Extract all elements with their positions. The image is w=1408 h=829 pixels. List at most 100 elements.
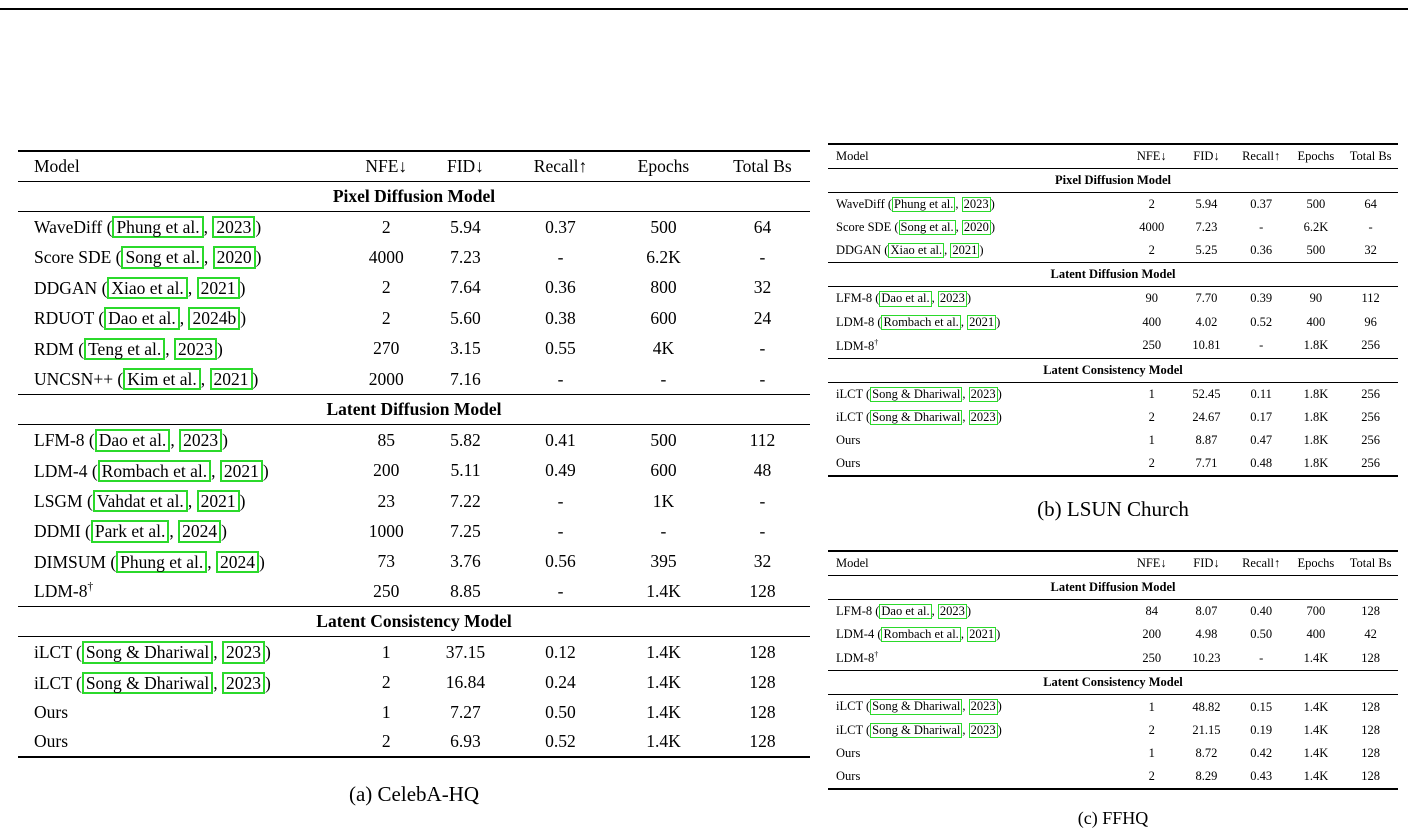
table-row: Score SDE (Song et al., 2020) 4000 7.23 - 6.…	[18, 242, 810, 272]
table-row: LFM-8 (Dao et al., 2023) 90 7.70 0.39 90 112	[828, 287, 1398, 311]
section-header: Latent Diffusion Model	[1050, 267, 1176, 282]
table-row: LDM-4 (Rombach et al., 2021) 200 4.98 0.50 4…	[828, 623, 1398, 646]
citation-link[interactable]: 2021	[967, 314, 997, 330]
model-name-text: )	[997, 409, 1002, 424]
citation-link[interactable]: 2021	[967, 627, 997, 643]
model-cell: WaveDiff (Phung et al., 2023)	[828, 193, 1124, 217]
table-row: WaveDiff (Phung et al., 2023) 2 5.94 0.37 50…	[828, 193, 1398, 217]
value-cell: 2	[1148, 409, 1155, 424]
value-cell: -	[759, 490, 766, 511]
citation-link[interactable]: Rombach et al.	[881, 314, 961, 330]
citation-link[interactable]: Vahdat et al.	[92, 490, 188, 513]
model-name-text: ,	[931, 604, 938, 619]
citation-link[interactable]: Song & Dhariwal	[81, 641, 214, 664]
citation-link[interactable]: 2023	[968, 699, 998, 715]
citation-link[interactable]: Song & Dhariwal	[81, 671, 214, 694]
citation-link[interactable]: Phung et al.	[892, 197, 956, 213]
value-cell: 1.4K	[1303, 650, 1329, 665]
citation-link[interactable]: 2023	[173, 337, 217, 360]
section-header-row: Latent Diffusion Model	[828, 575, 1398, 600]
citation-link[interactable]: Park et al.	[90, 520, 170, 543]
citation-link[interactable]: Rombach et al.	[881, 627, 961, 643]
citation-link[interactable]: Dao et al.	[104, 307, 180, 330]
citation-link[interactable]: 2023	[968, 409, 998, 426]
citation-link[interactable]: 2023	[968, 386, 998, 402]
model-name-text: )	[252, 368, 259, 389]
model-cell: Ours	[18, 727, 351, 757]
value-cell: 1.4K	[1303, 768, 1329, 783]
citation-link[interactable]: 2021	[950, 243, 980, 259]
citation-link[interactable]: Rombach et al.	[97, 459, 212, 482]
citation-link[interactable]: 2020	[961, 220, 991, 236]
citation-link[interactable]: 2021	[196, 276, 240, 300]
citation-link[interactable]: 2021	[219, 459, 263, 482]
model-cell: RDM (Teng et al., 2023)	[18, 334, 351, 364]
table-row: UNCSN++ (Kim et al., 2021) 2000 7.16 - - -	[18, 364, 810, 395]
value-cell: 1.4K	[646, 641, 681, 662]
model-name-text: Ours	[836, 433, 861, 448]
citation-link[interactable]: Xiao et al.	[107, 276, 188, 300]
model-cell: Score SDE (Song et al., 2020)	[18, 242, 351, 272]
citation-link[interactable]: Phung et al.	[116, 550, 208, 574]
section-header-row: Latent Consistency Model	[18, 606, 810, 637]
citation-link[interactable]: Song & Dhariwal	[870, 386, 963, 402]
table-row: DDGAN (Xiao et al., 2021) 2 7.64 0.36 800 32	[18, 273, 810, 303]
value-cell: 700	[1306, 604, 1326, 619]
value-cell: 0.15	[1250, 699, 1273, 714]
section-header: Latent Consistency Model	[1043, 362, 1183, 377]
value-cell: 500	[650, 216, 677, 237]
value-cell: 250	[1142, 338, 1162, 353]
value-cell: 8.07	[1195, 604, 1218, 619]
value-cell: -	[1259, 220, 1264, 235]
citation-link[interactable]: Song et al.	[898, 220, 956, 236]
citation-link[interactable]: Song & Dhariwal	[870, 409, 963, 426]
citation-link[interactable]: Dao et al.	[879, 291, 932, 307]
citation-link[interactable]: 2023	[222, 641, 266, 664]
citation-link[interactable]: 2021	[209, 367, 253, 391]
model-name-text: ,	[931, 291, 938, 306]
citation-link[interactable]: Kim et al.	[123, 367, 201, 391]
citation-link[interactable]: Phung et al.	[112, 216, 204, 239]
citation-link[interactable]: 2020	[212, 246, 256, 269]
citation-link[interactable]: 2023	[212, 216, 256, 239]
citation-link[interactable]: 2023	[937, 291, 967, 307]
citation-link[interactable]: Xiao et al.	[888, 243, 945, 259]
value-cell: 112	[1361, 291, 1380, 306]
citation-link[interactable]: Dao et al.	[879, 604, 932, 620]
citation-link[interactable]: 2023	[961, 197, 991, 213]
model-name-text: iLCT (	[34, 672, 82, 693]
value-cell: 128	[749, 730, 776, 751]
citation-link[interactable]: Song & Dhariwal	[870, 699, 963, 715]
citation-link[interactable]: 2023	[937, 604, 967, 620]
citation-link[interactable]: Teng et al.	[84, 337, 166, 360]
value-cell: 0.49	[545, 460, 576, 481]
citation-link[interactable]: 2024	[216, 550, 260, 574]
section-header: Latent Diffusion Model	[1050, 580, 1176, 595]
value-cell: 1.4K	[646, 730, 681, 751]
citation-link[interactable]: 2024	[178, 520, 222, 543]
table-row: LDM-4 (Rombach et al., 2021) 200 5.11 0.49 6…	[18, 456, 810, 486]
model-cell: iLCT (Song & Dhariwal, 2023)	[828, 406, 1124, 429]
value-cell: 128	[1361, 768, 1380, 783]
model-name-text: ,	[962, 699, 969, 714]
citation-link[interactable]: Dao et al.	[94, 429, 171, 452]
citation-link[interactable]: Song & Dhariwal	[870, 722, 963, 738]
table-row: LDM-8 (Rombach et al., 2021) 400 4.02 0.52 4…	[828, 311, 1398, 334]
model-cell: iLCT (Song & Dhariwal, 2023)	[828, 695, 1124, 719]
citation-link[interactable]: 2024b	[188, 307, 241, 330]
table-row: Score SDE (Song et al., 2020) 4000 7.23 - 6.…	[828, 216, 1398, 239]
column-header: Recall↑	[1242, 149, 1281, 163]
citation-link[interactable]: 2021	[196, 490, 240, 513]
citation-link[interactable]: 2023	[222, 671, 266, 694]
model-name-text: )	[259, 551, 265, 572]
value-cell: 42	[1364, 627, 1377, 642]
citation-link[interactable]: 2023	[968, 722, 998, 738]
section-header-row: Latent Consistency Model	[828, 670, 1398, 695]
results-table: Model NFE↓ FID↓ Recall↑ Epochs Total Bs Pixel …	[18, 150, 810, 758]
model-name-text: )	[997, 699, 1002, 714]
citation-link[interactable]: Song et al.	[121, 246, 204, 269]
value-cell: 0.50	[1250, 627, 1273, 642]
value-cell: 8.72	[1195, 745, 1218, 760]
value-cell: 0.36	[1250, 243, 1273, 258]
citation-link[interactable]: 2023	[179, 429, 223, 452]
